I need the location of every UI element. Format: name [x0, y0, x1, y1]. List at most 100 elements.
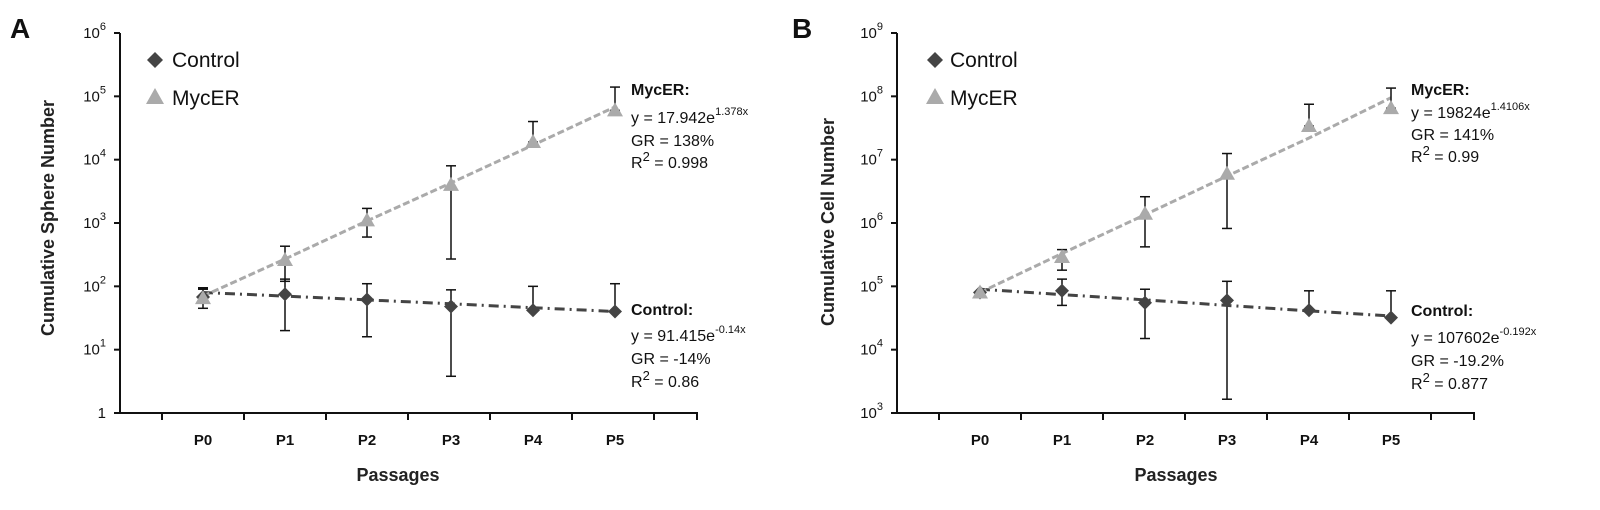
- annotation-r-squared: R2 = 0.99: [1411, 143, 1479, 166]
- y-tick-label: 103: [83, 211, 106, 232]
- annotation-title: Control:: [631, 302, 693, 319]
- x-tick-label: P4: [524, 432, 543, 449]
- data-point-mycer: [277, 252, 293, 267]
- data-point-control: [1220, 293, 1234, 308]
- legend-marker-mycer: [926, 88, 944, 104]
- trend-lines: [202, 105, 616, 313]
- data-point-mycer: [1301, 118, 1317, 133]
- data-point-mycer: [1137, 205, 1153, 220]
- legend-label-mycer: MycER: [172, 87, 240, 110]
- data-point-control: [1302, 303, 1316, 318]
- legend-marker-mycer: [146, 88, 164, 104]
- x-axis-label: Passages: [356, 465, 439, 485]
- x-tick-label: P5: [1382, 432, 1400, 449]
- panel-letter: A: [10, 13, 30, 44]
- y-tick-label: 105: [860, 274, 883, 295]
- x-tick-label: P3: [442, 432, 460, 449]
- annotation-equation: y = 107602e-0.192x: [1411, 326, 1537, 347]
- trend-line-control: [202, 291, 616, 313]
- annotation-equation: y = 19824e1.4106x: [1411, 101, 1530, 122]
- data-point-control: [526, 303, 540, 318]
- y-tick-label: 104: [860, 338, 883, 359]
- y-tick-label: 102: [83, 274, 106, 295]
- annotation-growth-rate: GR = -14%: [631, 351, 711, 368]
- annotation-growth-rate: GR = 138%: [631, 133, 714, 150]
- x-axis-label: Passages: [1134, 465, 1217, 485]
- annotation-mycer: MycER: y = 19824e1.4106x GR = 141% R2 = …: [1411, 82, 1530, 166]
- data-point-mycer: [443, 176, 459, 191]
- y-tick-label: 104: [83, 148, 106, 169]
- annotation-title: Control:: [1411, 303, 1473, 320]
- trend-line-mycer: [202, 105, 616, 298]
- legend-label-mycer: MycER: [950, 87, 1018, 110]
- data-markers: [972, 100, 1399, 325]
- x-tick-label: P5: [606, 432, 624, 449]
- trend-line-control: [979, 287, 1392, 318]
- y-tick-label: 1: [98, 405, 106, 422]
- y-axis-label: Cumulative Sphere Number: [38, 100, 58, 336]
- x-tick-label: P1: [276, 432, 294, 449]
- x-tick-label: P2: [358, 432, 376, 449]
- annotation-control: Control: y = 107602e-0.192x GR = -19.2% …: [1411, 303, 1537, 393]
- annotation-equation: y = 17.942e1.378x: [631, 106, 749, 127]
- x-tick-label: P0: [194, 432, 212, 449]
- data-point-mycer: [525, 134, 541, 149]
- annotation-r-squared: R2 = 0.877: [1411, 370, 1488, 393]
- y-tick-label: 103: [860, 401, 883, 422]
- annotation-title: MycER:: [1411, 82, 1470, 99]
- legend-marker-control: [927, 52, 943, 68]
- data-markers: [195, 102, 623, 319]
- data-point-mycer: [607, 102, 623, 117]
- data-point-control: [360, 292, 374, 307]
- x-ticks: P0 P1 P2 P3 P4 P5: [938, 413, 1475, 449]
- data-point-mycer: [972, 284, 988, 299]
- trend-line-mycer: [979, 96, 1392, 294]
- annotation-title: MycER:: [631, 82, 690, 99]
- y-ticks: 103 104 105 106 107 108 109: [860, 21, 897, 422]
- panel-b: B Cumulative Cell Number Passages 103 104…: [792, 13, 1537, 485]
- y-ticks: 1 101 102 103 104 105 106: [83, 21, 120, 422]
- data-point-mycer: [1054, 249, 1070, 264]
- error-bars: [1057, 87, 1396, 400]
- data-point-control: [444, 299, 458, 314]
- y-tick-label: 107: [860, 148, 883, 169]
- x-tick-label: P3: [1218, 432, 1236, 449]
- annotation-control: Control: y = 91.415e-0.14x GR = -14% R2 …: [631, 302, 746, 391]
- x-tick-label: P0: [971, 432, 989, 449]
- data-point-control: [1055, 283, 1069, 298]
- x-ticks: P0 P1 P2 P3 P4 P5: [161, 413, 698, 449]
- data-point-control: [1384, 310, 1398, 325]
- legend-label-control: Control: [950, 49, 1018, 72]
- annotation-r-squared: R2 = 0.86: [631, 368, 699, 391]
- data-point-control: [278, 287, 292, 302]
- x-tick-label: P2: [1136, 432, 1154, 449]
- legend-marker-control: [147, 52, 163, 68]
- legend-label-control: Control: [172, 49, 240, 72]
- y-axis-label: Cumulative Cell Number: [818, 118, 838, 326]
- x-tick-label: P1: [1053, 432, 1071, 449]
- y-tick-label: 109: [860, 21, 883, 42]
- y-tick-label: 105: [83, 84, 106, 105]
- panel-a: A Cumulative Sphere Number Passages 1 101…: [10, 13, 749, 485]
- error-bars: [198, 86, 620, 378]
- y-tick-label: 108: [860, 84, 883, 105]
- y-tick-label: 106: [83, 21, 106, 42]
- data-point-mycer: [1383, 100, 1399, 115]
- legend: Control MycER: [146, 49, 240, 110]
- trend-lines: [979, 96, 1392, 318]
- y-tick-label: 101: [83, 338, 106, 359]
- annotation-mycer: MycER: y = 17.942e1.378x GR = 138% R2 = …: [631, 82, 749, 172]
- data-point-control: [608, 304, 622, 319]
- annotation-equation: y = 91.415e-0.14x: [631, 324, 746, 345]
- data-point-mycer: [1219, 165, 1235, 180]
- annotation-growth-rate: GR = 141%: [1411, 127, 1494, 144]
- data-point-control: [1138, 295, 1152, 310]
- data-point-mycer: [195, 290, 211, 305]
- x-tick-label: P4: [1300, 432, 1319, 449]
- panel-letter: B: [792, 13, 812, 44]
- legend: Control MycER: [926, 49, 1018, 110]
- y-tick-label: 106: [860, 211, 883, 232]
- annotation-growth-rate: GR = -19.2%: [1411, 353, 1504, 370]
- data-point-mycer: [359, 212, 375, 227]
